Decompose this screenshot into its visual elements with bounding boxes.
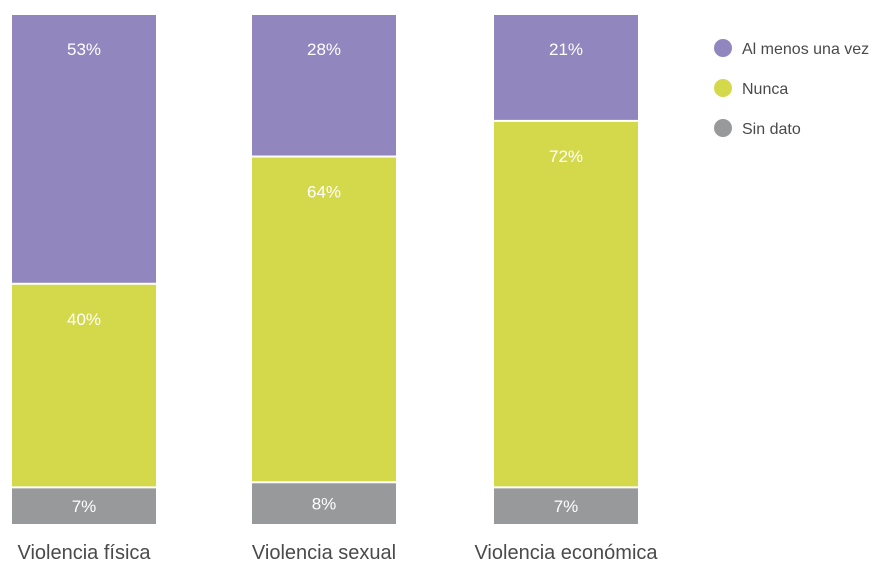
legend-swatch-sin-dato (714, 119, 732, 137)
bar-segment-sin-dato-violencia-sexual (252, 483, 396, 524)
segment-labels-group: 53% 40% 7% 28% 64% 8% 21% 72% 7% (67, 40, 583, 516)
data-label-sin-dato-violencia-sexual: 8% (312, 495, 337, 514)
legend: Al menos una vez Nunca Sin dato (714, 39, 869, 138)
data-label-al-menos-una-vez-violencia-sexual: 28% (307, 40, 341, 59)
legend-label-al-menos-una-vez: Al menos una vez (742, 41, 869, 58)
data-label-nunca-violencia-sexual: 64% (307, 183, 341, 202)
bar-segment-sin-dato-violencia-fisica (12, 488, 156, 524)
data-label-al-menos-una-vez-violencia-fisica: 53% (67, 40, 101, 59)
data-label-sin-dato-violencia-fisica: 7% (72, 497, 97, 516)
data-label-nunca-violencia-fisica: 40% (67, 310, 101, 329)
bar-segment-nunca-violencia-fisica (12, 284, 156, 487)
legend-item-nunca: Nunca (714, 79, 788, 98)
bar-segment-nunca-violencia-economica (494, 121, 638, 487)
bar-segment-sin-dato-violencia-economica (494, 488, 638, 524)
category-label-violencia-sexual: Violencia sexual (252, 542, 396, 564)
legend-swatch-nunca (714, 79, 732, 97)
bar-segment-al-menos-una-vez-violencia-sexual (252, 15, 396, 156)
legend-label-nunca: Nunca (742, 81, 788, 98)
bar-segment-al-menos-una-vez-violencia-economica (494, 15, 638, 120)
bar-segment-al-menos-una-vez-violencia-fisica (12, 15, 156, 283)
category-label-violencia-economica: Violencia económica (474, 542, 658, 564)
legend-item-sin-dato: Sin dato (714, 119, 801, 138)
legend-swatch-al-menos-una-vez (714, 39, 732, 57)
data-label-al-menos-una-vez-violencia-economica: 21% (549, 40, 583, 59)
legend-label-sin-dato: Sin dato (742, 121, 801, 138)
data-label-sin-dato-violencia-economica: 7% (554, 497, 579, 516)
legend-item-al-menos-una-vez: Al menos una vez (714, 39, 869, 58)
bar-segment-nunca-violencia-sexual (252, 157, 396, 482)
bars-group (12, 15, 638, 524)
category-labels-group: Violencia física Violencia sexual Violenci… (17, 542, 658, 564)
category-label-violencia-fisica: Violencia física (17, 542, 151, 564)
data-label-nunca-violencia-economica: 72% (549, 147, 583, 166)
